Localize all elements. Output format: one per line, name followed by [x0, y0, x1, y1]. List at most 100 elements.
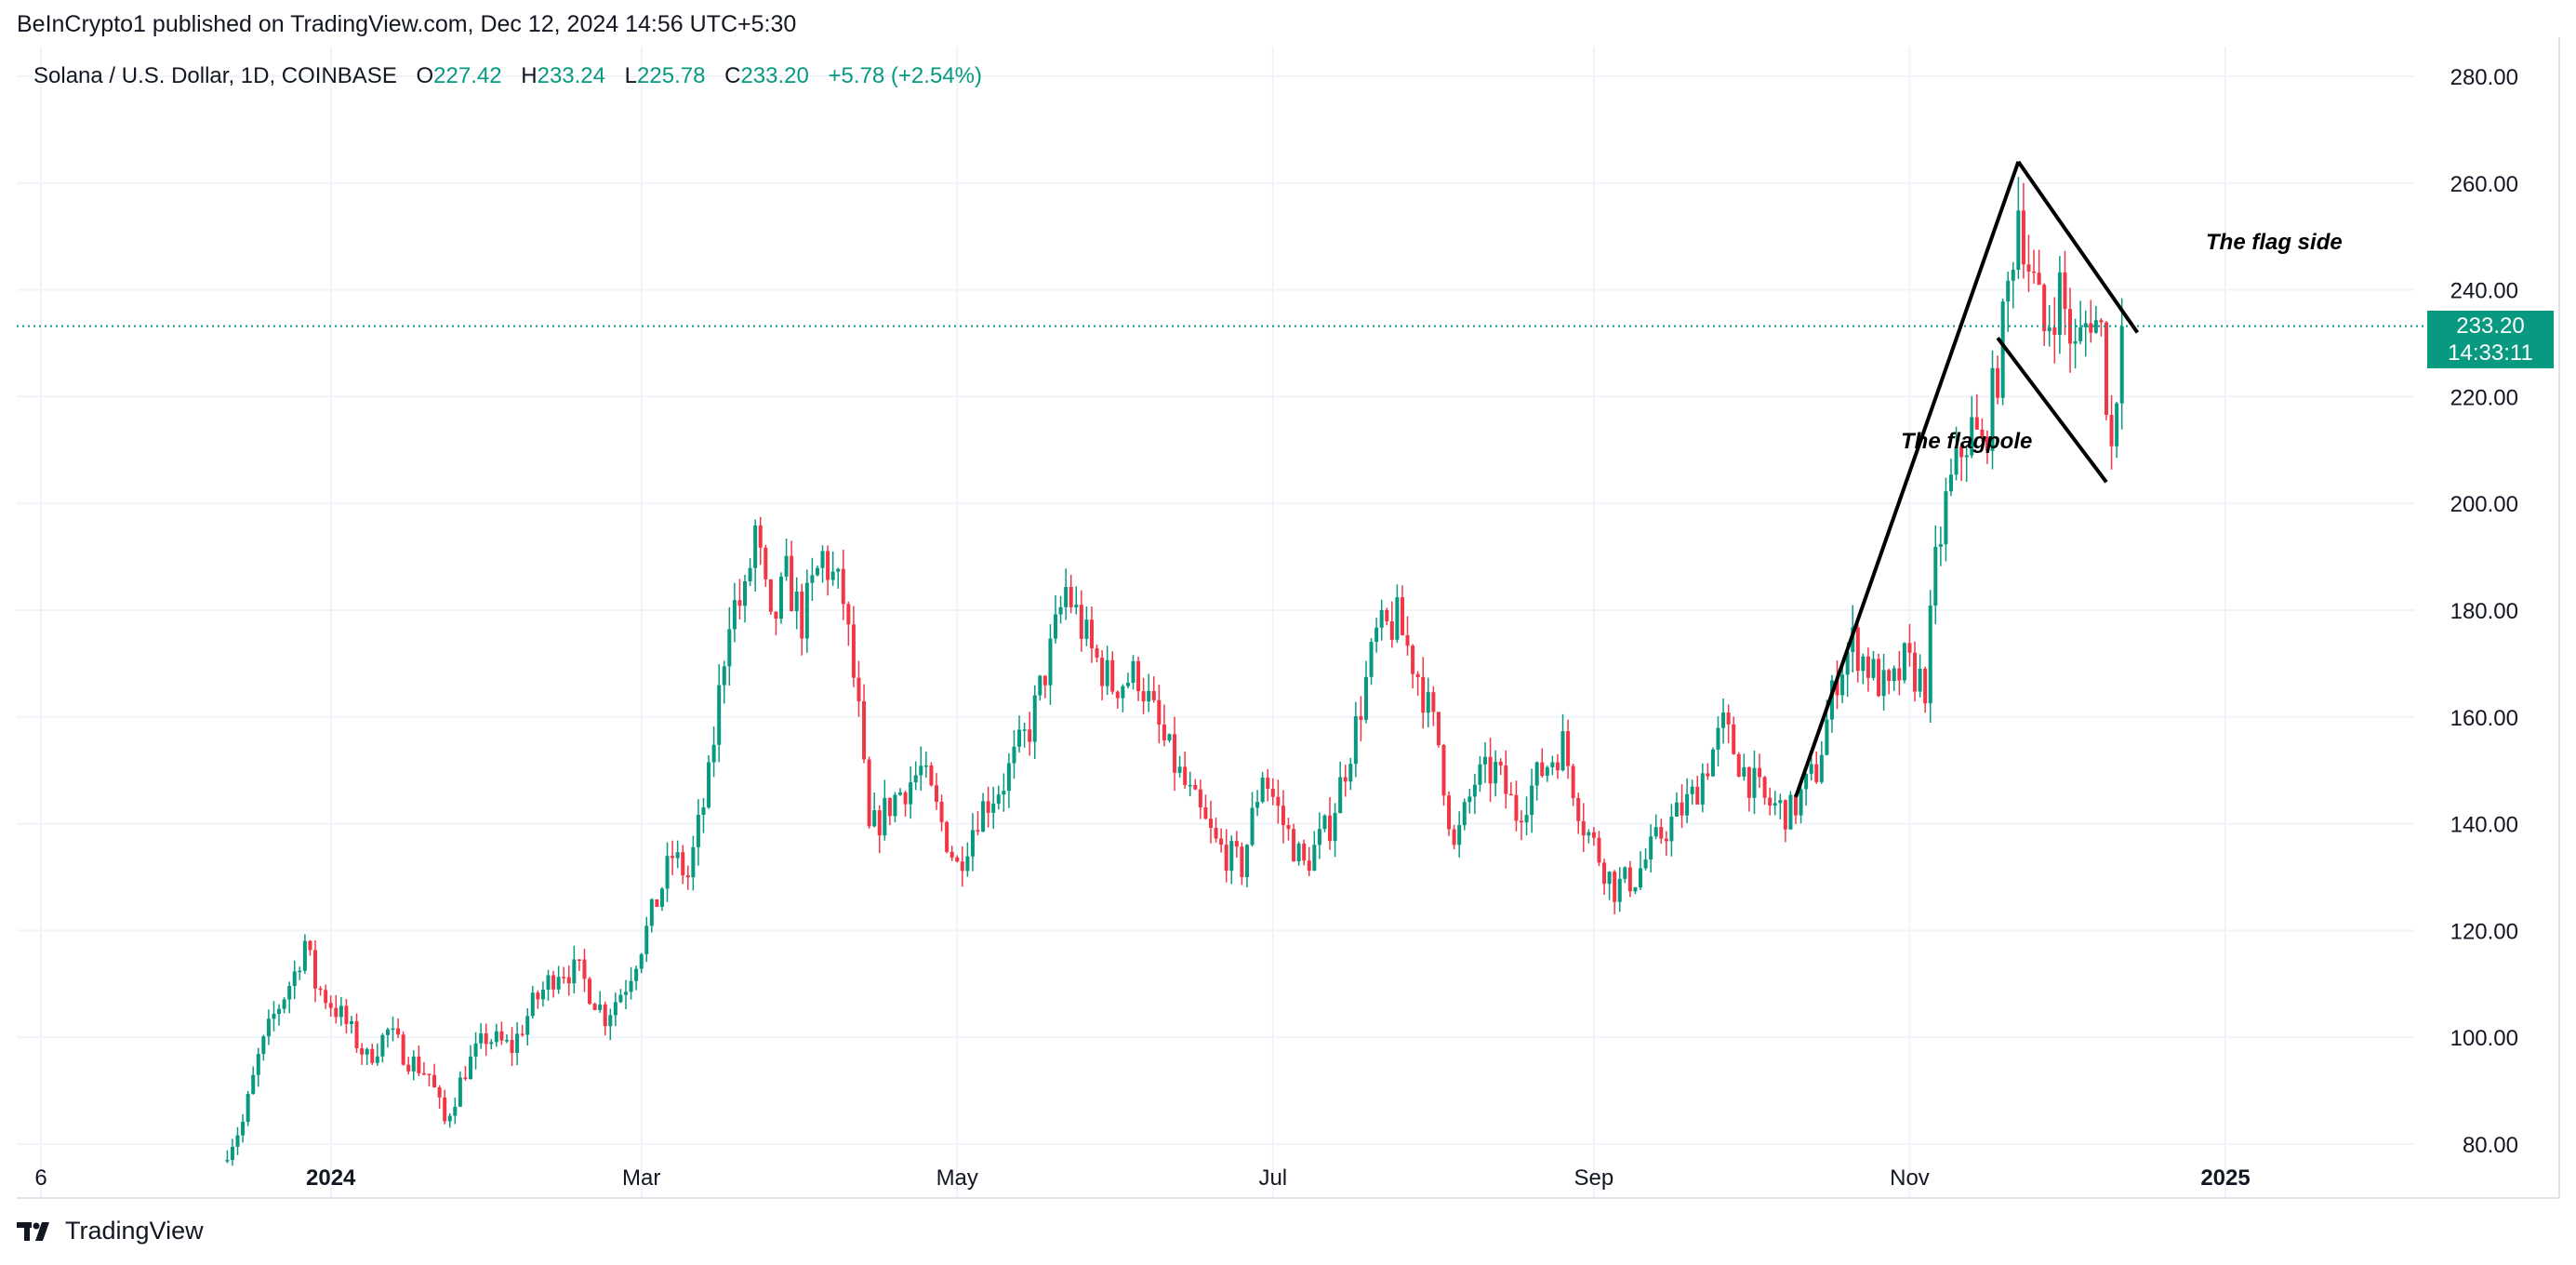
candle-body: [1524, 815, 1529, 823]
candle-body: [1633, 887, 1638, 892]
chart-frame: [17, 37, 2560, 1199]
candle-body: [1736, 753, 1741, 777]
candle-body: [701, 807, 706, 816]
candle-body: [1653, 827, 1658, 837]
candle-body: [1613, 872, 1617, 902]
candle-body: [675, 852, 680, 859]
candle-body: [1307, 860, 1311, 872]
candle-body: [298, 970, 302, 973]
candle-body: [649, 899, 654, 926]
candle-body: [1472, 784, 1477, 797]
candle-body: [1587, 832, 1591, 836]
candle-body: [913, 775, 918, 783]
pattern-drawings[interactable]: The flagpole The flag side: [1794, 160, 2343, 798]
candle-body: [1022, 729, 1027, 731]
candle-body: [949, 851, 954, 858]
candle-body: [1700, 773, 1705, 805]
candle-body: [681, 852, 685, 876]
candle-body: [302, 940, 307, 971]
y-tick-label: 120.00: [2450, 919, 2518, 944]
candle-body: [903, 792, 908, 805]
tradingview-logo-icon: [17, 1221, 49, 1241]
candle-body: [1498, 762, 1503, 766]
candle-body: [603, 1004, 607, 1027]
flag-side-label: The flag side: [2206, 230, 2343, 255]
candle-body: [1255, 802, 1260, 808]
candle-body: [2057, 272, 2062, 336]
candle-body: [862, 700, 867, 760]
tradingview-brand[interactable]: TradingView: [17, 1217, 204, 1245]
candle-body: [1659, 827, 1664, 839]
candle-body: [1907, 643, 1912, 653]
candle-body: [494, 1031, 498, 1043]
flag-upper-trendline[interactable]: [2016, 160, 2140, 334]
candle-body: [996, 794, 1001, 804]
candle-body: [266, 1019, 271, 1037]
x-tick-label: Jul: [1258, 1165, 1287, 1191]
candle-body: [1643, 859, 1648, 869]
candle-body: [447, 1115, 452, 1122]
candle-body: [1028, 729, 1032, 742]
y-tick-label: 180.00: [2450, 599, 2518, 624]
low-value: 225.78: [637, 63, 706, 88]
flag-lower-trendline[interactable]: [1996, 337, 2108, 484]
candle-body: [308, 940, 312, 951]
candle-body: [1141, 691, 1146, 702]
publisher-line: BeInCrypto1 published on TradingView.com…: [17, 11, 797, 37]
candle-body: [1897, 668, 1902, 681]
candle-body: [1726, 712, 1731, 725]
candle-body: [1871, 659, 1876, 678]
candle-body: [877, 810, 882, 836]
candle-body: [2119, 326, 2124, 404]
candle-body: [623, 992, 629, 995]
y-tick-label: 280.00: [2450, 65, 2518, 90]
open-value: 227.42: [433, 63, 502, 88]
candle-body: [370, 1048, 375, 1063]
candle-body: [1752, 767, 1757, 798]
candle-body: [411, 1056, 416, 1072]
candle-body: [1270, 789, 1275, 797]
candle-body: [1426, 692, 1430, 713]
candle-body: [639, 953, 644, 969]
price-axis[interactable]: 80.00 100.00 120.00 140.00 160.00 180.00 200.0…: [2450, 65, 2518, 1158]
candle-body: [1110, 659, 1115, 692]
candle-body: [1617, 878, 1622, 902]
candle-body: [1105, 659, 1109, 686]
candle-body: [1627, 867, 1632, 892]
candle-body: [344, 1005, 349, 1024]
candle-body: [1457, 825, 1462, 846]
candle-body: [1328, 815, 1333, 842]
candle-body: [1183, 766, 1188, 785]
candle-body: [1954, 446, 1959, 475]
y-tick-label: 240.00: [2450, 279, 2518, 304]
candle-body: [1317, 829, 1321, 846]
candle-body: [1732, 724, 1736, 754]
x-tick-label: Sep: [1574, 1165, 1614, 1191]
candle-body: [592, 1004, 597, 1010]
candle-body: [1494, 762, 1498, 784]
y-tick-label: 200.00: [2450, 492, 2518, 517]
time-axis[interactable]: 6 2024 Mar May Jul Sep Nov 2025: [34, 1165, 2250, 1191]
flagpole-trendline[interactable]: [1794, 161, 2021, 798]
candle-body: [671, 856, 675, 859]
candle-body: [1281, 806, 1285, 826]
candle-body: [2099, 320, 2104, 323]
candle-body: [1411, 646, 1415, 674]
candle-body: [1421, 676, 1426, 713]
candle-body: [758, 525, 763, 548]
close-value: 233.20: [740, 63, 809, 88]
candle-body: [1985, 436, 1989, 451]
candle-body: [909, 782, 913, 805]
candle-body: [1742, 766, 1746, 777]
candle-body: [1483, 756, 1488, 765]
candle-body: [1970, 417, 1974, 456]
candle-body: [1804, 773, 1809, 790]
candle-body: [810, 575, 815, 583]
candles: [225, 177, 2124, 1166]
candle-body: [2016, 210, 2021, 270]
last-price-tag: 233.20 14:33:11: [2427, 311, 2554, 368]
candle-body: [934, 785, 938, 802]
symbol-label[interactable]: Solana / U.S. Dollar, 1D, COINBASE: [33, 63, 397, 88]
candle-body: [644, 925, 649, 954]
